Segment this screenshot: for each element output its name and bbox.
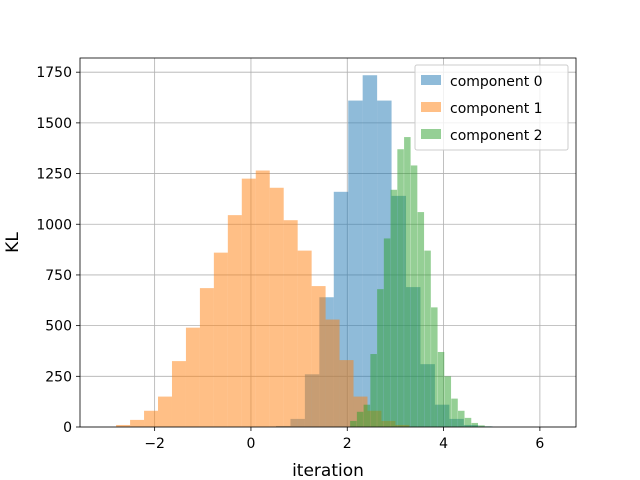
legend-label-0: component 0: [450, 74, 543, 90]
bar-series-1-bin-13: [297, 250, 312, 427]
x-tick-label: 4: [439, 436, 448, 452]
bar-series-2-bin-10: [417, 212, 425, 427]
bar-series-0-bin-5: [348, 100, 363, 428]
bar-series-1-bin-10: [255, 170, 270, 427]
legend-box: [414, 64, 569, 151]
legend: component 0 component 1 component 2: [414, 64, 569, 151]
histogram-bars: [116, 75, 493, 428]
bar-series-1-bin-3: [158, 396, 172, 427]
bar-series-2-bin-7: [397, 149, 404, 427]
legend-swatch-0: [421, 75, 441, 85]
legend-swatch-2: [421, 129, 441, 139]
bar-series-2-bin-19: [478, 425, 485, 427]
bar-series-1-bin-15: [325, 319, 340, 427]
bar-series-1-bin-1: [130, 419, 145, 427]
bar-series-2-bin-13: [437, 351, 445, 427]
bar-series-2-bin-0: [350, 420, 357, 427]
bar-series-1-bin-11: [269, 187, 284, 427]
bar-series-2-bin-9: [410, 165, 418, 427]
bar-series-1-bin-12: [283, 220, 298, 427]
bar-series-2-bin-14: [444, 376, 452, 427]
legend-swatch-1: [421, 102, 441, 112]
bar-series-2-bin-11: [424, 250, 431, 427]
bar-series-1-bin-6: [199, 288, 214, 427]
bar-series-1-bin-7: [213, 252, 228, 427]
bar-series-1-bin-2: [144, 410, 159, 427]
y-tick-label: 750: [45, 268, 72, 284]
plot-frame: [79, 57, 577, 428]
y-tick-label: 250: [45, 369, 72, 385]
y-tick-label: 1500: [36, 116, 72, 132]
bar-series-2-bin-6: [390, 189, 398, 427]
bar-series-2-bin-4: [377, 289, 384, 427]
bar-series-2-bin-1: [356, 411, 364, 427]
legend-label-2: component 2: [450, 128, 543, 144]
y-tick-label: 0: [63, 420, 72, 436]
bar-series-2-bin-5: [383, 238, 391, 427]
x-axis-label: iteration: [292, 461, 364, 480]
bar-series-2-bin-2: [363, 404, 371, 427]
bar-series-1-bin-16: [339, 360, 354, 427]
bar-series-1-bin-14: [311, 286, 326, 427]
bar-series-1-bin-8: [227, 215, 242, 427]
y-tick-label: 1000: [36, 217, 72, 233]
axis-ticks: −2 0 2 4 6 0 250 500 750 1000 1250 1500 1750: [36, 65, 544, 452]
x-tick-label: 6: [535, 436, 544, 452]
bar-series-0-bin-6: [362, 75, 378, 427]
bar-series-1-bin-9: [241, 178, 256, 427]
x-tick-label: 2: [343, 436, 352, 452]
y-tick-label: 1250: [36, 167, 72, 183]
series-2-bars: [350, 137, 492, 428]
bar-series-1-bin-5: [185, 327, 200, 427]
x-tick-label: 0: [246, 436, 255, 452]
bar-series-2-bin-12: [431, 307, 438, 427]
bar-series-2-bin-17: [464, 417, 472, 427]
y-tick-label: 1750: [36, 65, 72, 81]
bar-series-2-bin-8: [404, 137, 411, 428]
bar-series-2-bin-15: [451, 398, 458, 427]
bar-series-2-bin-3: [370, 354, 377, 427]
bar-series-1-bin-4: [171, 361, 186, 427]
x-tick-label: −2: [144, 436, 165, 452]
y-tick-label: 500: [45, 319, 72, 335]
bar-series-2-bin-16: [458, 410, 465, 427]
y-axis-label: KL: [3, 232, 23, 253]
bar-series-2-bin-18: [471, 422, 479, 427]
legend-label-1: component 1: [450, 101, 543, 117]
bar-series-1-bin-0: [116, 424, 131, 427]
